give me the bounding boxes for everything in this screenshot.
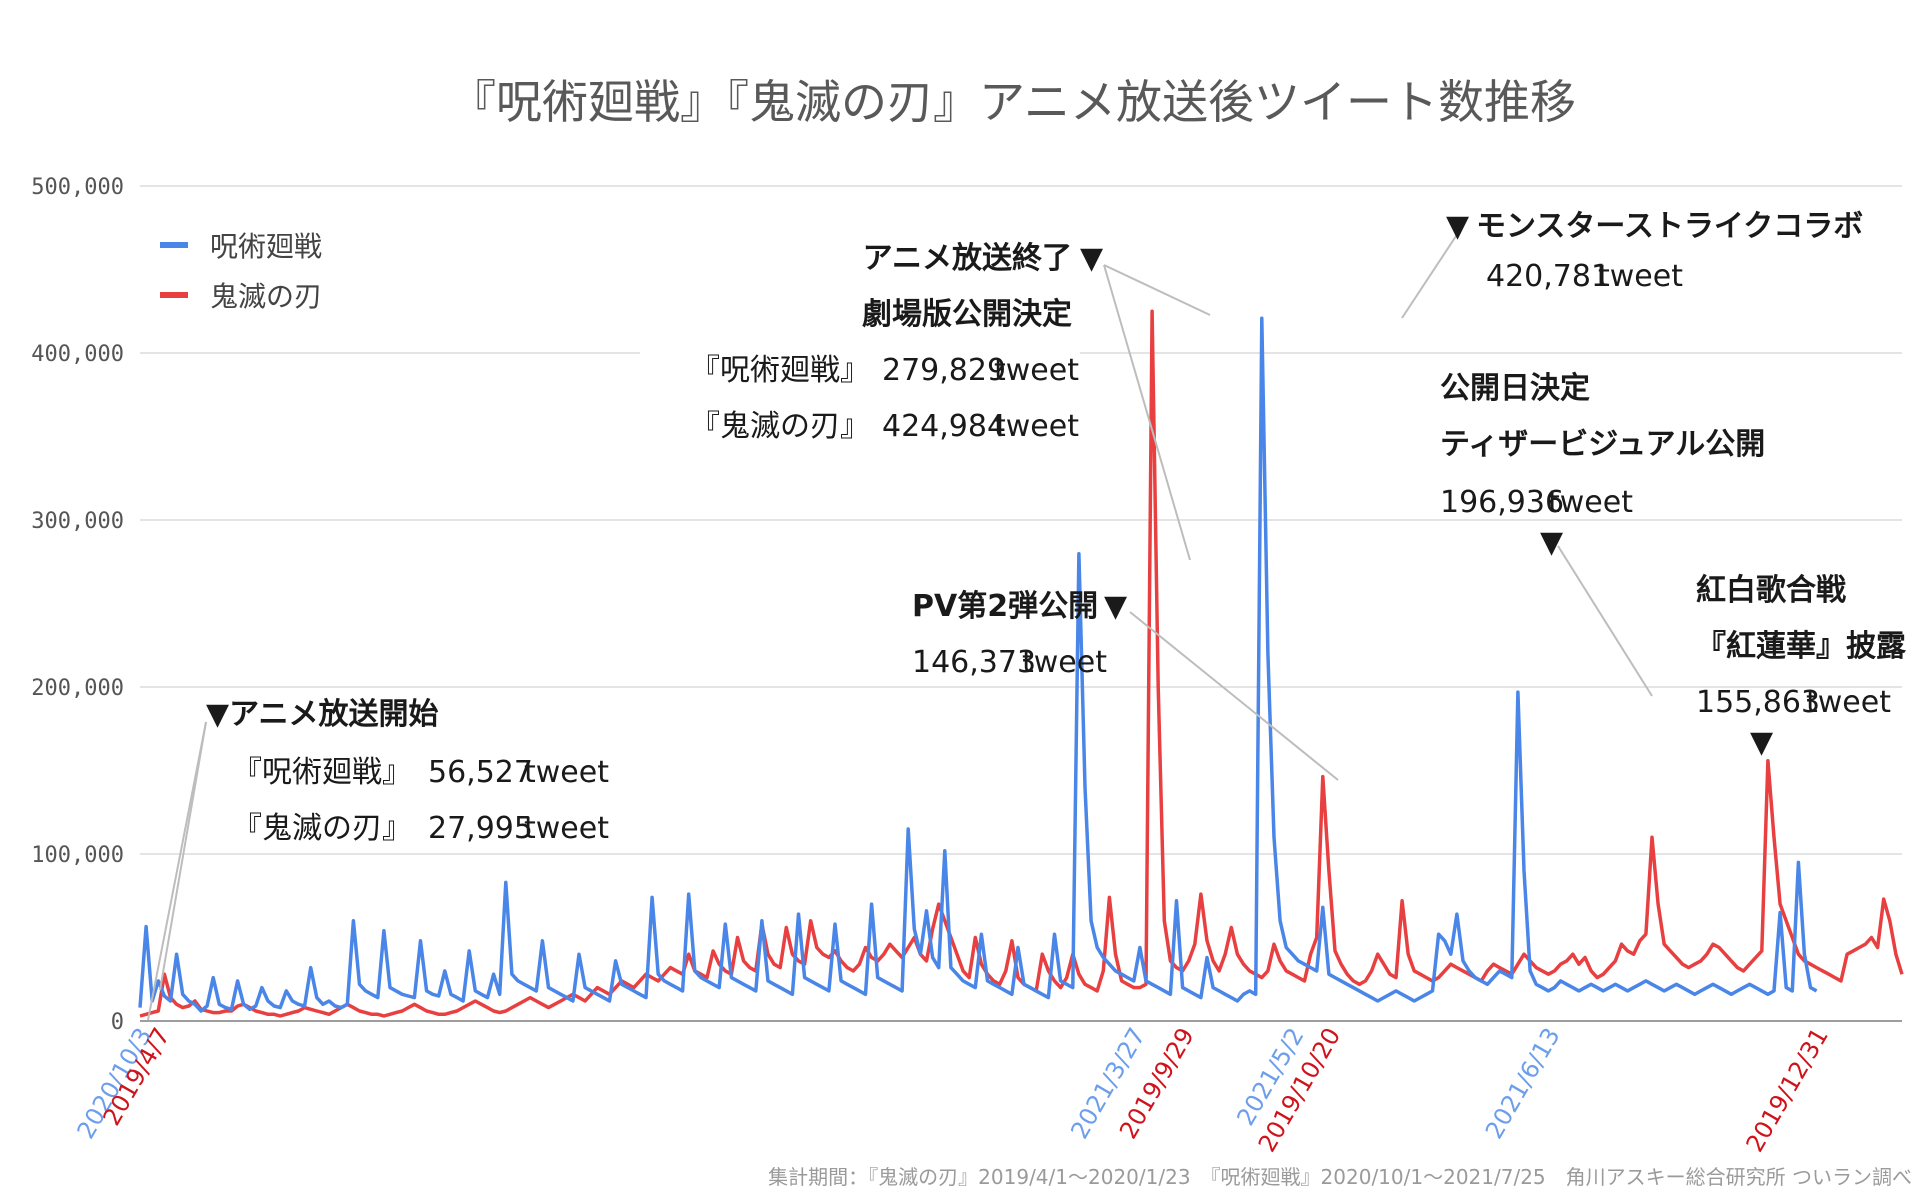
- annotation-release-line2: ティザービジュアル公開: [1440, 427, 1765, 462]
- annotation-start-kimetsu-label: 『鬼滅の刃』: [232, 811, 412, 846]
- y-tick-label: 200,000: [31, 676, 124, 701]
- annotation-end-heading: アニメ放送終了: [863, 241, 1072, 276]
- chart-title: 『呪術廻戦』『鬼滅の刃』アニメ放送後ツイート数推移: [450, 75, 1576, 129]
- y-tick-label: 0: [111, 1010, 124, 1035]
- series-line-kimetsu: [139, 309, 1904, 1018]
- series-lines: [138, 309, 1904, 1018]
- leader-start-jujutsu: [147, 721, 207, 1021]
- annotation-release-bg: [1440, 360, 1850, 500]
- annotation-kouhaku-line1: 紅白歌合戦: [1696, 573, 1846, 608]
- annotation-start: ▼アニメ放送開始 『呪術廻戦』 56,527 tweet 『鬼滅の刃』 27,9…: [206, 697, 609, 846]
- annotation-pv2-heading: PV第2弾公開: [912, 589, 1098, 624]
- annotation-monster-unit: tweet: [1598, 259, 1683, 294]
- annotation-end-jujutsu-label: 『呪術廻戦』: [690, 353, 870, 388]
- y-tick-label: 500,000: [31, 175, 124, 200]
- leader-end-jujutsu: [1103, 264, 1191, 561]
- annotation-kouhaku-line2: 『紅蓮華』披露: [1696, 629, 1907, 664]
- annotation-kouhaku-marker: ▼: [1750, 725, 1773, 760]
- leader-end-kimetsu: [1103, 264, 1211, 316]
- annotation-release: 公開日決定 ティザービジュアル公開 196,936 tweet ▼: [1440, 371, 1765, 560]
- y-tick-label: 300,000: [31, 509, 124, 534]
- leader-pv2: [1129, 611, 1339, 781]
- y-tick-label: 400,000: [31, 342, 124, 367]
- annotation-monster-heading: モンスターストライクコラボ: [1476, 209, 1863, 244]
- annotation-release-marker: ▼: [1540, 525, 1563, 560]
- annotation-pv2-unit: tweet: [1022, 645, 1107, 680]
- annotation-end-jujutsu-unit: tweet: [994, 353, 1079, 388]
- annotation-monster-value: 420,781: [1486, 259, 1610, 294]
- annotation-kouhaku-value: 155,863: [1696, 685, 1820, 720]
- leader-start-kimetsu: [159, 721, 207, 991]
- annotation-end-jujutsu-value: 279,829: [882, 353, 1006, 388]
- annotation-pv2-value: 146,373: [912, 645, 1036, 680]
- y-tick-label: 100,000: [31, 843, 124, 868]
- annotation-pv2: PV第2弾公開 ▼ 146,373 tweet: [912, 589, 1127, 680]
- annotation-pv2-marker: ▼: [1104, 589, 1127, 624]
- annotation-end-kimetsu-label: 『鬼滅の刃』: [690, 409, 870, 444]
- annotation-end-bg: [640, 345, 1080, 455]
- annotation-end-sub: 劇場版公開決定: [862, 297, 1072, 332]
- legend: 呪術廻戦 鬼滅の刃: [160, 230, 322, 313]
- annotation-kouhaku-unit: tweet: [1806, 685, 1891, 720]
- legend-swatch-kimetsu: [160, 292, 188, 298]
- x-date-marker-7: 2019/12/31: [1741, 1023, 1834, 1157]
- annotation-start-jujutsu-unit: tweet: [524, 755, 609, 790]
- annotation-end: アニメ放送終了 ▼ 劇場版公開決定 『呪術廻戦』 279,829 tweet 『…: [690, 241, 1103, 444]
- annotation-start-jujutsu-value: 56,527: [428, 755, 533, 790]
- legend-label-jujutsu: 呪術廻戦: [210, 230, 322, 263]
- leader-release: [1557, 545, 1653, 697]
- annotation-end-marker: ▼: [1080, 241, 1103, 276]
- annotation-start-heading: ▼アニメ放送開始: [206, 697, 438, 732]
- leader-monster: [1401, 229, 1461, 319]
- annotation-monster: ▼ モンスターストライクコラボ 420,781 tweet: [1446, 209, 1863, 294]
- y-axis-ticks: 0 100,000 200,000 300,000 400,000 500,000: [31, 175, 124, 1035]
- annotation-end-kimetsu-unit: tweet: [994, 409, 1079, 444]
- annotation-kouhaku: 紅白歌合戦 『紅蓮華』披露 155,863 tweet ▼: [1696, 573, 1907, 760]
- legend-swatch-jujutsu: [160, 242, 188, 248]
- footer-source: 集計期間：『鬼滅の刃』2019/4/1〜2020/1/23 『呪術廻戦』2020…: [768, 1165, 1912, 1189]
- annotation-start-kimetsu-unit: tweet: [524, 811, 609, 846]
- annotation-release-value: 196,936: [1440, 485, 1564, 520]
- x-date-marker-6: 2021/6/13: [1480, 1023, 1566, 1144]
- leader-lines: [147, 229, 1653, 1021]
- annotation-start-jujutsu-label: 『呪術廻戦』: [232, 755, 412, 790]
- annotation-release-unit: tweet: [1548, 485, 1633, 520]
- annotation-release-line1: 公開日決定: [1440, 371, 1590, 406]
- series-line-jujutsu: [138, 316, 1818, 1013]
- legend-label-kimetsu: 鬼滅の刃: [210, 280, 322, 313]
- annotation-monster-marker: ▼: [1446, 209, 1469, 244]
- annotation-start-kimetsu-value: 27,995: [428, 811, 533, 846]
- annotation-end-kimetsu-value: 424,984: [882, 409, 1006, 444]
